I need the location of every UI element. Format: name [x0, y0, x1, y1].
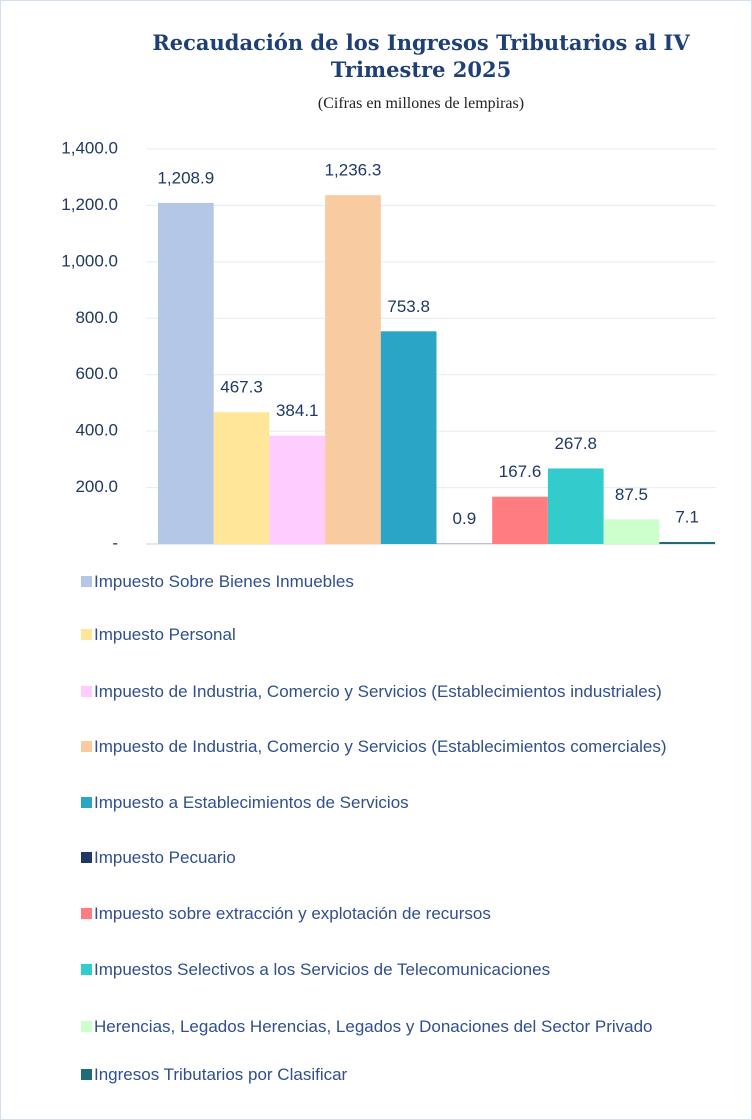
data-label: 753.8	[387, 297, 430, 316]
legend-item: Impuesto de Industria, Comercio y Servic…	[81, 736, 734, 757]
data-label: 467.3	[220, 378, 263, 397]
legend-label: Impuestos Selectivos a los Servicios de …	[94, 960, 551, 979]
bar	[325, 195, 381, 545]
bar	[659, 541, 715, 544]
legend-swatch	[81, 576, 92, 587]
legend-label: Impuesto de Industria, Comercio y Servic…	[94, 682, 662, 701]
legend-label: Impuesto de Industria, Comercio y Servic…	[94, 737, 667, 756]
legend-swatch	[81, 1021, 92, 1032]
legend-item: Impuesto de Industria, Comercio y Servic…	[81, 681, 734, 702]
legend-swatch	[81, 741, 92, 752]
legend-item: Impuesto Sobre Bienes Inmuebles	[81, 571, 734, 592]
y-tick-label: 1,400.0	[61, 138, 118, 157]
legend-swatch	[81, 629, 92, 640]
legend-item: Herencias, Legados Herencias, Legados y …	[81, 1016, 734, 1037]
legend-label: Impuesto sobre extracción y explotación …	[94, 904, 491, 923]
y-tick-label: 1,000.0	[61, 251, 118, 270]
bar	[158, 202, 214, 545]
legend-item: Impuesto sobre extracción y explotación …	[81, 903, 734, 924]
bar	[492, 496, 548, 544]
y-tick-label: 800.0	[75, 308, 118, 327]
data-label: 1,208.9	[157, 168, 214, 187]
bar	[380, 331, 437, 544]
data-label: 167.6	[499, 462, 542, 481]
data-label: 87.5	[615, 485, 648, 504]
legend-item: Ingresos Tributarios por Clasificar	[81, 1064, 734, 1085]
legend-swatch	[81, 1069, 92, 1080]
chart-subtitle: (Cifras en millones de lempiras)	[317, 95, 525, 112]
legend-label: Impuesto Pecuario	[94, 848, 236, 867]
y-tick-label: 400.0	[75, 421, 118, 440]
legend-label: Herencias, Legados Herencias, Legados y …	[94, 1017, 653, 1036]
legend-swatch	[81, 852, 92, 863]
legend-item: Impuesto Pecuario	[81, 847, 734, 868]
bar	[603, 519, 660, 544]
data-label: 7.1	[675, 507, 699, 526]
legend-swatch	[81, 797, 92, 808]
data-label: 0.9	[453, 509, 477, 528]
y-tick-label: 600.0	[75, 364, 118, 383]
legend-label: Impuesto a Establecimientos de Servicios	[94, 793, 409, 812]
data-label: 1,236.3	[325, 161, 382, 180]
bar	[269, 435, 326, 544]
legend-item: Impuestos Selectivos a los Servicios de …	[81, 959, 734, 980]
data-label: 384.1	[276, 401, 319, 420]
legend-item: Impuesto a Establecimientos de Servicios	[81, 792, 734, 813]
y-tick-label: 1,200.0	[61, 195, 118, 214]
legend-swatch	[81, 686, 92, 697]
legend-swatch	[81, 908, 92, 919]
legend-item: Impuesto Personal	[81, 624, 734, 645]
bar	[213, 412, 270, 544]
legend-label: Impuesto Personal	[94, 625, 236, 644]
legend-label: Impuesto Sobre Bienes Inmuebles	[94, 572, 354, 591]
legend-swatch	[81, 964, 92, 975]
y-tick-label: 200.0	[75, 477, 118, 496]
y-tick-label: -	[112, 533, 118, 552]
legend-label: Ingresos Tributarios por Clasificar	[94, 1065, 348, 1084]
bar	[547, 468, 604, 544]
data-label: 267.8	[554, 434, 597, 453]
chart-title: Recaudación de los Ingresos Tributarios …	[152, 30, 690, 82]
